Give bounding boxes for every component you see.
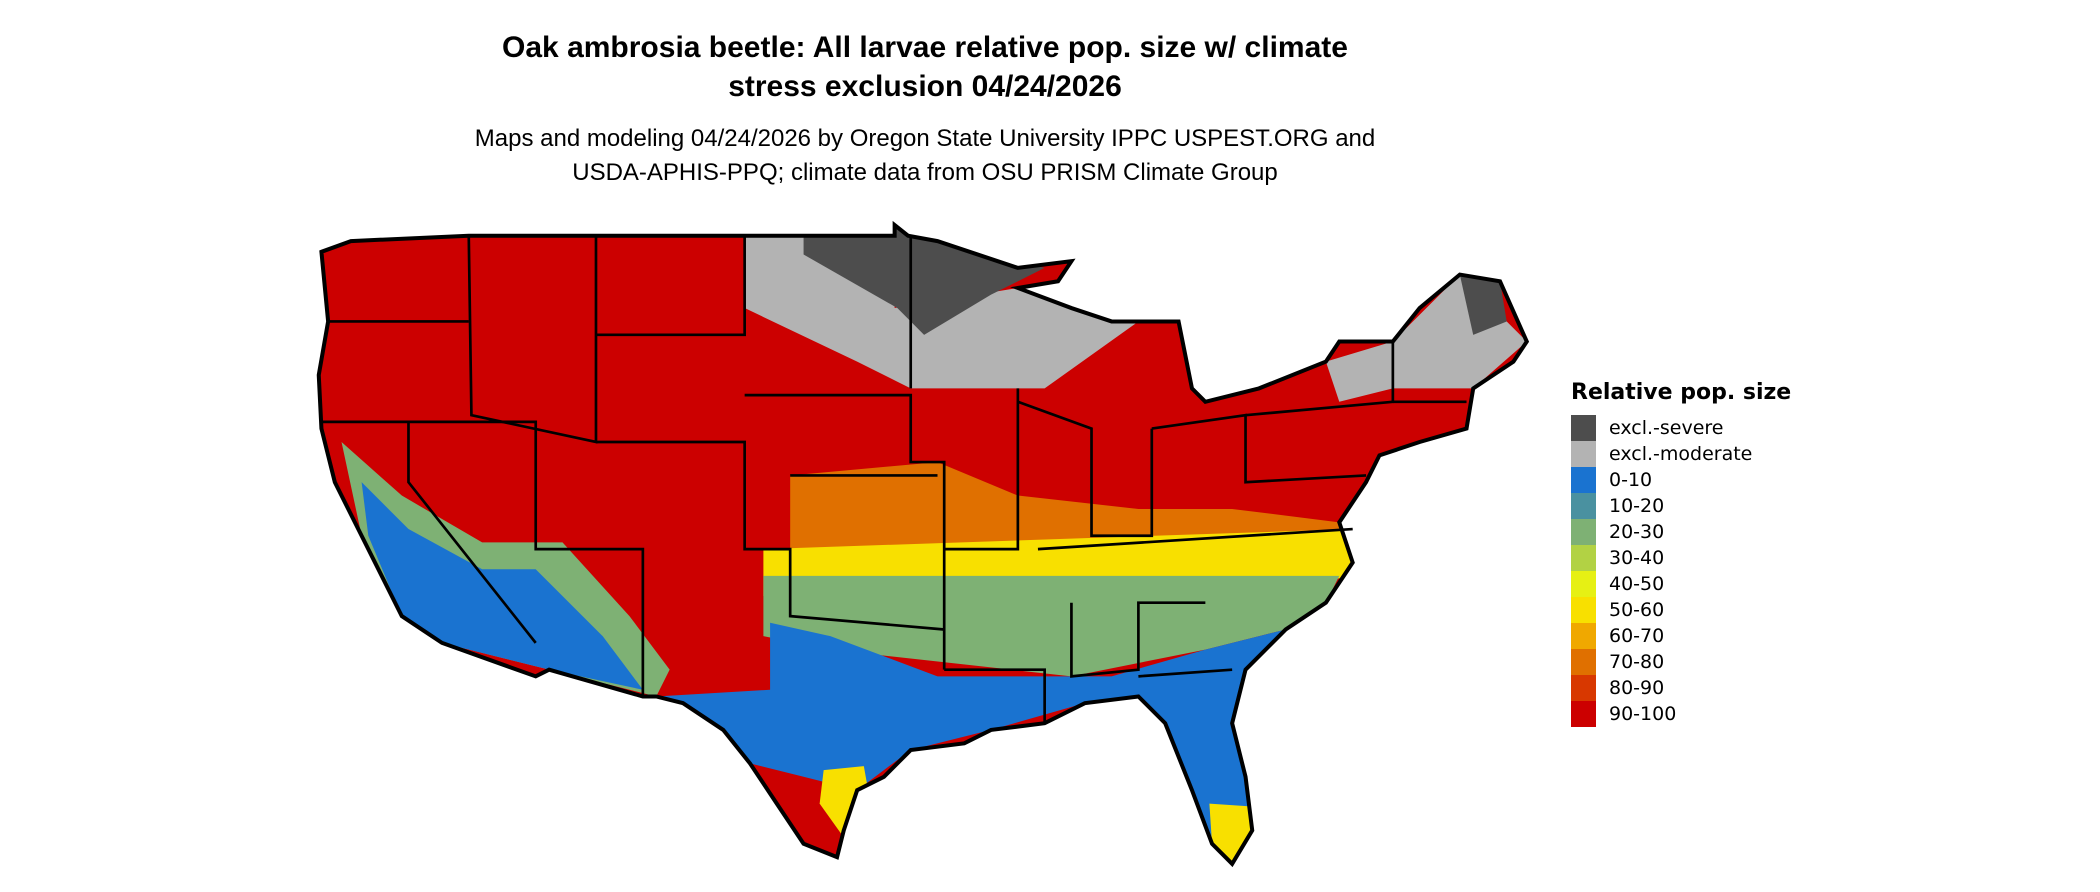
legend-title: Relative pop. size bbox=[1571, 380, 1792, 405]
legend-label: 80-90 bbox=[1609, 677, 1665, 699]
legend-item: 0-10 bbox=[1571, 467, 1791, 493]
legend-items: excl.-severe excl.-moderate 0-10 10-20 20-30… bbox=[1571, 415, 1791, 727]
legend-label: 70-80 bbox=[1609, 651, 1665, 673]
map-title: Oak ambrosia beetle: All larvae relative… bbox=[0, 28, 1850, 106]
legend-label: 10-20 bbox=[1609, 495, 1665, 517]
legend-swatch bbox=[1571, 623, 1596, 649]
region-50-60-florida-tip bbox=[1209, 803, 1253, 864]
title-line-1: Oak ambrosia beetle: All larvae relative… bbox=[502, 31, 1348, 64]
region-0-10-southwest bbox=[361, 482, 643, 690]
legend-label: 90-100 bbox=[1609, 703, 1677, 725]
legend-item: 80-90 bbox=[1571, 675, 1791, 701]
region-excl-severe-north bbox=[803, 225, 1045, 335]
legend-item: 30-40 bbox=[1571, 545, 1791, 571]
title-line-2: stress exclusion 04/24/2026 bbox=[728, 70, 1122, 103]
legend-swatch bbox=[1571, 649, 1596, 675]
map-subtitle: Maps and modeling 04/24/2026 by Oregon S… bbox=[0, 122, 1850, 190]
legend-swatch bbox=[1571, 571, 1596, 597]
legend-item: excl.-severe bbox=[1571, 415, 1791, 441]
legend-item: 90-100 bbox=[1571, 701, 1791, 727]
legend-swatch bbox=[1571, 493, 1596, 519]
legend-item: 70-80 bbox=[1571, 649, 1791, 675]
legend-label: 60-70 bbox=[1609, 625, 1665, 647]
legend-label: 50-60 bbox=[1609, 599, 1665, 621]
subtitle-line-1: Maps and modeling 04/24/2026 by Oregon S… bbox=[474, 125, 1376, 152]
region-excl-severe-maine bbox=[1459, 274, 1507, 335]
legend-swatch bbox=[1571, 415, 1596, 441]
legend-swatch bbox=[1571, 701, 1596, 727]
legend-label: excl.-moderate bbox=[1609, 443, 1753, 465]
legend-label: 20-30 bbox=[1609, 521, 1665, 543]
region-0-10-southeast bbox=[656, 622, 1286, 864]
legend-item: 50-60 bbox=[1571, 597, 1791, 623]
legend: Relative pop. size excl.-severe excl.-mod… bbox=[1571, 380, 1791, 727]
legend-item: 60-70 bbox=[1571, 623, 1791, 649]
region-20-30 bbox=[763, 575, 1340, 677]
legend-swatch bbox=[1571, 597, 1596, 623]
legend-label: excl.-severe bbox=[1609, 417, 1724, 439]
legend-item: excl.-moderate bbox=[1571, 441, 1791, 467]
legend-label: 40-50 bbox=[1609, 573, 1665, 595]
legend-swatch bbox=[1571, 519, 1596, 545]
legend-swatch bbox=[1571, 675, 1596, 701]
legend-item: 10-20 bbox=[1571, 493, 1791, 519]
legend-swatch bbox=[1571, 545, 1596, 571]
legend-swatch bbox=[1571, 441, 1596, 467]
legend-label: 30-40 bbox=[1609, 547, 1665, 569]
legend-swatch bbox=[1571, 467, 1596, 493]
subtitle-line-2: USDA-APHIS-PPQ; climate data from OSU PR… bbox=[572, 159, 1278, 186]
legend-label: 0-10 bbox=[1609, 469, 1653, 491]
state-borders bbox=[319, 225, 1527, 864]
legend-item: 40-50 bbox=[1571, 571, 1791, 597]
legend-item: 20-30 bbox=[1571, 519, 1791, 545]
